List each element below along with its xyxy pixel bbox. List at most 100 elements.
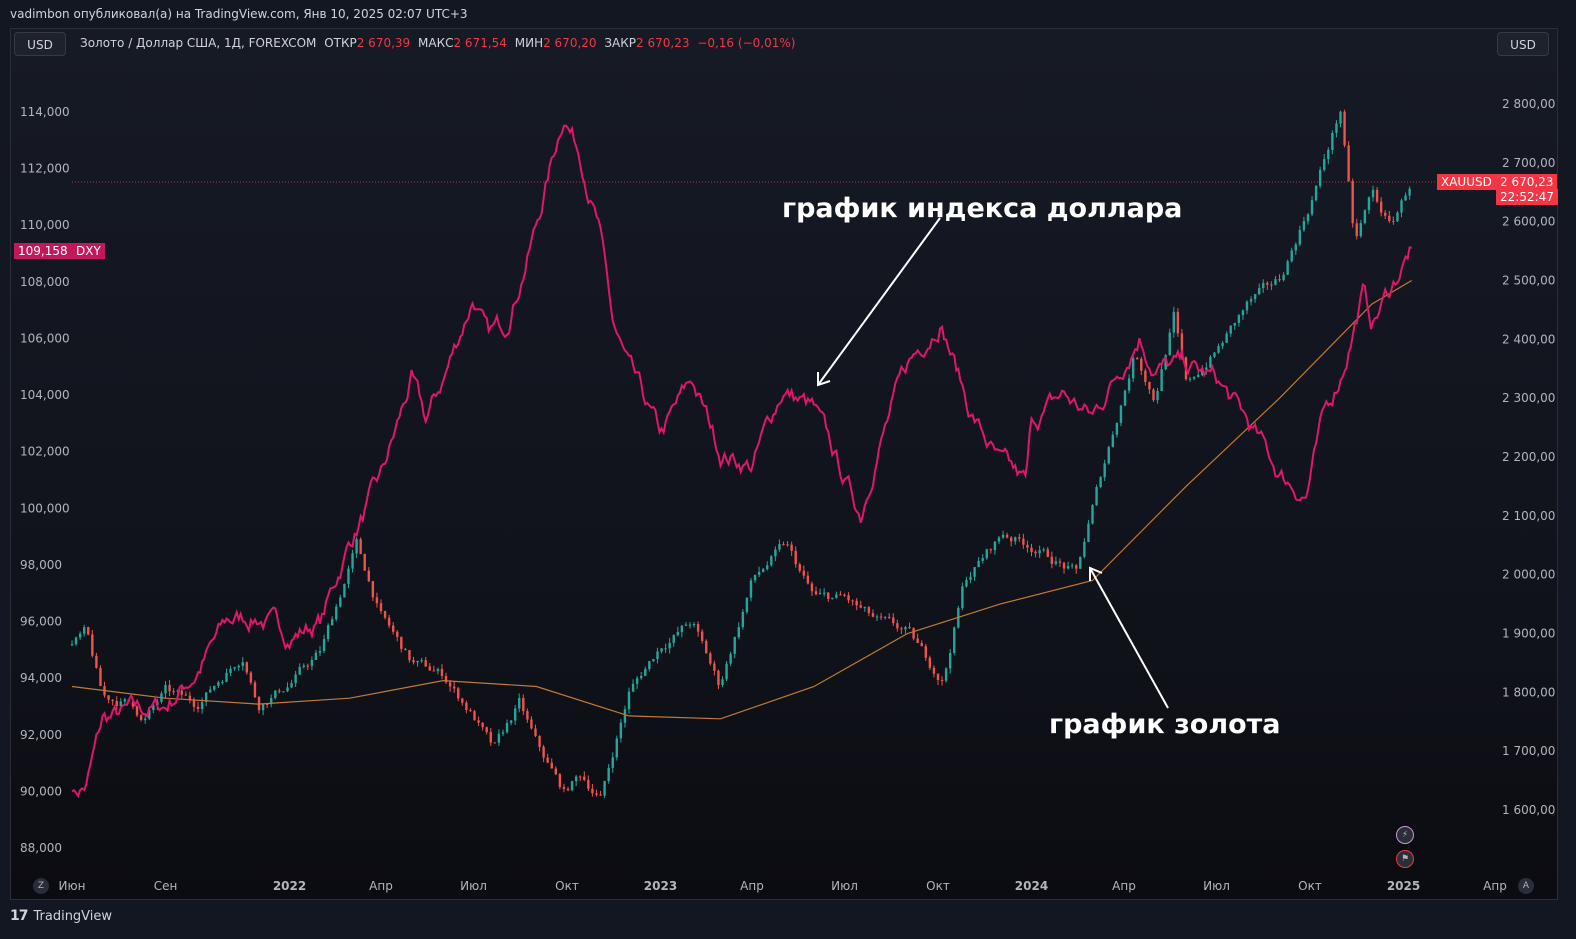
gold-candle-body (847, 595, 850, 601)
lightning-icon[interactable]: ⚡ (1396, 826, 1414, 844)
gold-candle-body (810, 583, 814, 592)
flag-icon[interactable]: ⚑ (1396, 850, 1414, 868)
gold-candle-body (1180, 333, 1184, 358)
gold-candle-body (705, 640, 708, 654)
gold-candle-body (526, 711, 529, 720)
gold-candle-body (790, 544, 793, 551)
left-axis-tick: 112,000 (20, 162, 70, 176)
moving-average-line (71, 279, 1413, 720)
dxy-arrow (817, 217, 941, 387)
gold-candle-body (863, 607, 867, 609)
gold-candle-body (306, 665, 310, 667)
time-axis-tick: Окт (555, 879, 579, 893)
time-axis-tick: 2025 (1387, 879, 1420, 893)
gold-candle-body (440, 668, 444, 676)
gold-candle-body (591, 788, 594, 794)
gold-candle-body (383, 611, 387, 618)
right-axis-tick: 2 100,00 (1502, 509, 1555, 523)
gold-candle-body (574, 776, 578, 782)
gold-candle-body (896, 623, 899, 629)
tradingview-logo-icon[interactable]: 17 (10, 908, 29, 924)
gold-candle-body (981, 558, 984, 561)
right-axis-tick: 1 900,00 (1502, 627, 1555, 641)
gold-candle-body (298, 667, 301, 675)
gold-candle-body (1103, 463, 1106, 478)
symbol-legend: Золото / Доллар США, 1Д, FOREXCOM ОТКР2 … (80, 36, 795, 50)
footer: 17 TradingView (10, 908, 112, 924)
gold-candle-body (778, 544, 781, 550)
gold-candle-body (1249, 299, 1253, 302)
gold-candle-body (1066, 566, 1070, 569)
right-axis-tick: 2 200,00 (1502, 450, 1555, 464)
gold-candle-body (1323, 159, 1326, 170)
gold-candle-body (452, 686, 456, 689)
gold-candle-body (859, 605, 862, 608)
gold-candle-body (82, 627, 86, 634)
gold-candle-body (1075, 565, 1078, 569)
time-axis-tick: 2023 (644, 879, 677, 893)
high-label: МАКС (418, 36, 454, 50)
gold-candle-body (261, 704, 265, 711)
gold-candle-body (347, 568, 350, 584)
footer-brand[interactable]: TradingView (33, 908, 113, 924)
gold-candle-body (196, 706, 200, 709)
gold-candle-body (1392, 220, 1395, 222)
time-axis-tick: Июн (59, 879, 86, 893)
symbol-title[interactable]: Золото / Доллар США, 1Д, FOREXCOM (80, 36, 317, 50)
gold-candle-body (879, 616, 883, 618)
gold-candle-body (745, 597, 749, 612)
gold-candle-body (497, 733, 501, 743)
right-currency-button[interactable]: USD (1497, 32, 1549, 56)
time-axis-tick: Апр (1112, 879, 1136, 893)
left-currency-button[interactable]: USD (14, 32, 66, 56)
right-axis-tick: 2 300,00 (1502, 391, 1555, 405)
zoom-button[interactable]: Z (33, 878, 49, 894)
gold-candle-body (444, 675, 448, 683)
gold-candle-body (1371, 189, 1375, 198)
gold-candle-body (904, 627, 907, 630)
gold-candle-body (469, 710, 472, 712)
chart-frame (10, 28, 1558, 900)
gold-candle-body (1144, 370, 1147, 382)
time-axis-tick: Окт (1298, 879, 1322, 893)
gold-candle-body (1266, 282, 1269, 285)
gold-candle-body (1270, 284, 1273, 286)
gold-candle-body (335, 606, 338, 620)
gold-candle-body (961, 586, 964, 608)
gold-candle-body (1164, 355, 1167, 370)
gold-candle-body (318, 651, 322, 653)
gold-candle-body (615, 738, 619, 758)
gold-candle-body (623, 709, 627, 723)
gold-candle-body (363, 554, 366, 571)
gold-candle-body (1396, 212, 1399, 222)
gold-candle-body (953, 627, 956, 653)
gold-arrow (1089, 566, 1169, 709)
gold-candle-body (331, 619, 334, 626)
gold-candle-body (1136, 357, 1139, 359)
high-value: 2 671,54 (453, 36, 507, 50)
gold-candle-body (522, 697, 525, 712)
gold-candle-body (152, 705, 155, 711)
left-axis-tick: 100,000 (20, 501, 70, 515)
time-axis-tick: Июл (831, 879, 858, 893)
gold-candle-body (1351, 180, 1354, 224)
gold-candle-body (1221, 342, 1224, 347)
gold-candle-body (513, 708, 517, 721)
gold-candle-body (1367, 197, 1371, 211)
gold-candle-body (871, 613, 875, 617)
gold-candle-body (1335, 123, 1338, 133)
gold-candle-body (424, 660, 427, 667)
gold-candle-body (546, 757, 549, 763)
auto-scale-button[interactable]: A (1518, 878, 1534, 894)
gold-candle-body (465, 702, 468, 711)
gold-candle-body (1079, 556, 1082, 569)
gold-candle-body (696, 624, 700, 632)
gold-candle-body (1119, 405, 1123, 423)
close-value: 2 670,23 (636, 36, 690, 50)
gold-candle-body (229, 668, 232, 673)
gold-candle-body (916, 638, 919, 643)
gold-candle-body (786, 544, 789, 546)
gold-candle-body (948, 652, 952, 669)
gold-candle-body (74, 637, 78, 645)
